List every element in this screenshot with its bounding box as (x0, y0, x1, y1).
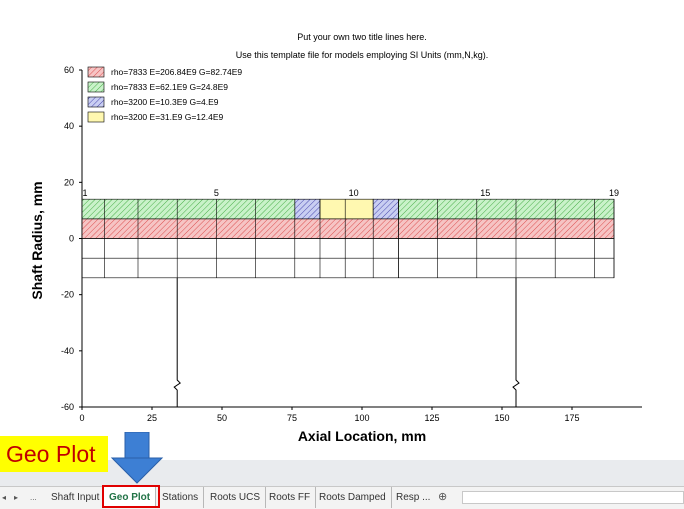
tab-scroll-left-icon[interactable]: ◂ (2, 493, 7, 502)
x-tick-label: 0 (79, 413, 84, 423)
bearing-support-line (512, 277, 520, 407)
x-tick-label: 125 (424, 413, 439, 423)
legend-swatch (87, 81, 105, 93)
x-tick-label: 175 (564, 413, 579, 423)
tab-scroll-right-icon[interactable]: ▸ (14, 493, 19, 502)
x-tick-label: 75 (287, 413, 297, 423)
x-tick-label: 150 (494, 413, 509, 423)
y-tick-label: 60 (64, 65, 74, 75)
horizontal-scrollbar[interactable] (462, 491, 684, 504)
down-arrow-icon (110, 432, 164, 484)
x-tick-label: 25 (147, 413, 157, 423)
y-tick-label: 0 (69, 234, 74, 244)
x-axis-title: Axial Location, mm (298, 428, 426, 444)
legend-label: rho=3200 E=10.3E9 G=4.E9 (111, 97, 219, 107)
sheet-tab-bar: ◂ ▸ ... Shaft Input Geo Plot Stations Ro… (0, 486, 684, 509)
shaft-element-layer (81, 198, 296, 220)
chart-subtitle: Use this template file for models employ… (235, 50, 489, 60)
station-label: 5 (214, 188, 219, 198)
tab-resp[interactable]: Resp ... (396, 492, 431, 503)
y-axis-title: Shaft Radius, mm (29, 181, 45, 299)
x-tick-label: 50 (217, 413, 227, 423)
legend-swatch (87, 111, 105, 123)
tab-more-left[interactable]: ... (30, 493, 37, 502)
tab-roots-ucs[interactable]: Roots UCS (205, 487, 267, 508)
tab-geo-plot[interactable]: Geo Plot (104, 487, 157, 508)
shaft-element-layer (294, 198, 321, 220)
chart-title: Put your own two title lines here. (297, 32, 427, 42)
legend-label: rho=7833 E=206.84E9 G=82.74E9 (111, 67, 242, 77)
station-label: 10 (349, 188, 359, 198)
tab-shaft-input[interactable]: Shaft Input (46, 487, 106, 508)
worksheet-area: Put your own two title lines here. Use t… (0, 0, 684, 460)
shaft-element-layer (372, 198, 399, 220)
y-tick-label: -60 (61, 402, 74, 412)
shaft-element-layer (81, 218, 615, 239)
legend-label: rho=7833 E=62.1E9 G=24.8E9 (111, 82, 228, 92)
station-label: 1 (82, 188, 87, 198)
geo-plot-callout: Geo Plot (0, 436, 108, 472)
station-label: 15 (480, 188, 490, 198)
plot-svg: 0 25 50 75 100 125 150 175 -60 -40 -20 0 20 40 60 Axial… (29, 65, 642, 444)
tab-roots-damped[interactable]: Roots Damped (314, 487, 392, 508)
legend-label: rho=3200 E=31.E9 G=12.4E9 (111, 112, 224, 122)
plus-circle-icon[interactable]: ⊕ (438, 491, 448, 503)
station-label: 19 (609, 188, 619, 198)
geo-plot-tab-highlight (102, 485, 160, 508)
y-tick-label: 20 (64, 177, 74, 187)
y-tick-label: -40 (61, 346, 74, 356)
y-tick-label: 40 (64, 121, 74, 131)
tab-roots-ff[interactable]: Roots FF (264, 487, 317, 508)
legend-swatch (87, 96, 105, 108)
tab-stations[interactable]: Stations (157, 487, 205, 508)
shaft-element-layer (398, 198, 615, 220)
x-tick-label: 100 (354, 413, 369, 423)
bearing-support-line (173, 277, 181, 407)
legend-swatch (87, 66, 105, 78)
shaft-element-layer (319, 198, 374, 220)
y-tick-label: -20 (61, 290, 74, 300)
